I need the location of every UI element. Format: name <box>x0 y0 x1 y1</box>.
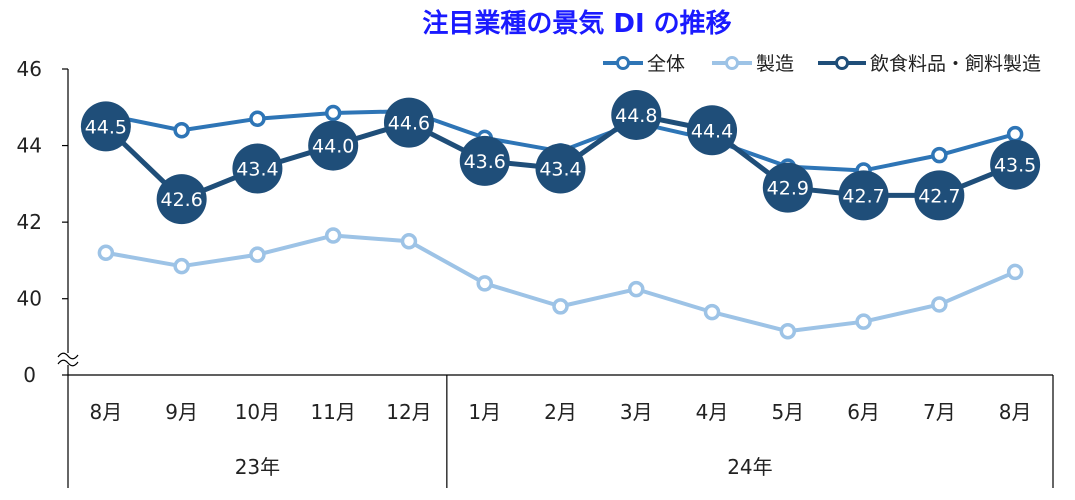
data-point <box>628 280 645 298</box>
data-label: 43.5 <box>994 155 1036 177</box>
y-tick-label: 46 <box>17 57 42 81</box>
x-tick-label: 8月 <box>90 400 123 424</box>
legend-marker <box>616 56 630 70</box>
legend-item: 飲食料品・飼料製造 <box>818 53 1041 75</box>
year-label: 24年 <box>727 455 772 479</box>
data-point <box>324 227 342 244</box>
data-label: 43.4 <box>236 159 278 181</box>
data-point <box>535 143 586 194</box>
axes: 46 44 42 40 0 23年 24年 8月 9月 10月 11月 12月 1月 2月 3月 4月 5月 6月… <box>17 57 1054 488</box>
legend-label: 飲食料品・飼料製造 <box>870 53 1041 75</box>
data-label: 42.7 <box>918 185 960 207</box>
data-point <box>173 257 190 275</box>
data-point <box>476 275 493 292</box>
data-point <box>383 97 434 148</box>
data-label: 42.7 <box>842 185 884 207</box>
x-tick-label: 2月 <box>544 400 577 424</box>
legend: 全体 製造 飲食料品・飼料製造 <box>603 53 1041 75</box>
x-tick-label: 4月 <box>696 400 729 424</box>
data-point <box>779 323 797 340</box>
x-tick-label: 11月 <box>310 400 355 424</box>
x-tick-label: 1月 <box>468 400 501 424</box>
data-point <box>1006 125 1024 143</box>
chart-title: 注目業種の景気 DI の推移 <box>422 8 731 39</box>
data-point <box>173 122 190 139</box>
series-layer: 44.5 42.6 43.4 44.0 44.6 43.6 43.4 44.8 44.4 42.9… <box>80 89 1041 340</box>
data-label: 44.8 <box>615 105 657 127</box>
data-label: 43.4 <box>539 159 581 181</box>
data-label: 44.0 <box>312 136 354 158</box>
data-point <box>249 110 266 128</box>
data-point <box>703 303 721 321</box>
data-point <box>855 313 872 330</box>
data-point <box>232 143 283 194</box>
data-point <box>97 244 115 262</box>
axis-break-mark <box>57 352 79 360</box>
data-label: 42.6 <box>160 189 202 211</box>
data-label: 42.9 <box>767 178 809 200</box>
y-tick-label: 40 <box>17 287 42 311</box>
x-tick-label: 12月 <box>386 400 431 424</box>
y-tick-label: 44 <box>17 134 42 158</box>
x-tick-label: 6月 <box>847 400 880 424</box>
data-point <box>931 296 948 313</box>
data-point <box>249 246 266 263</box>
data-point <box>990 139 1041 190</box>
data-label: 44.5 <box>85 116 127 138</box>
x-tick-label: 8月 <box>999 400 1032 424</box>
data-label: 44.4 <box>691 120 733 142</box>
y-tick-label: 0 <box>23 363 36 387</box>
legend-item: 製造 <box>712 53 794 75</box>
series-line <box>105 233 1016 334</box>
data-point <box>308 120 359 171</box>
data-point <box>914 170 965 221</box>
data-point <box>400 233 418 250</box>
year-label: 23年 <box>235 455 280 479</box>
data-point <box>459 135 510 186</box>
data-label: 44.6 <box>388 113 430 135</box>
data-point <box>838 170 889 221</box>
data-point <box>611 89 662 140</box>
x-tick-label: 10月 <box>235 400 280 424</box>
legend-item: 全体 <box>603 53 685 75</box>
legend-marker <box>725 56 739 70</box>
data-point <box>80 101 131 152</box>
series-1 <box>97 227 1024 340</box>
x-tick-label: 7月 <box>923 400 956 424</box>
x-tick-label: 5月 <box>771 400 804 424</box>
data-point <box>156 174 207 225</box>
data-point <box>762 162 813 213</box>
axis-break-mark <box>57 359 79 367</box>
legend-label: 全体 <box>647 53 685 75</box>
x-tick-label: 3月 <box>620 400 653 424</box>
data-point <box>687 105 738 156</box>
legend-label: 製造 <box>756 53 794 75</box>
data-label: 43.6 <box>464 151 506 173</box>
legend-marker <box>835 56 849 70</box>
data-point <box>1006 263 1024 281</box>
series-2: 44.5 42.6 43.4 44.0 44.6 43.6 43.4 44.8 44.4 42.9… <box>80 89 1041 225</box>
data-point <box>931 146 948 164</box>
data-point <box>552 298 569 315</box>
y-tick-label: 42 <box>17 210 42 234</box>
data-point <box>324 104 342 122</box>
x-tick-label: 9月 <box>165 400 198 424</box>
